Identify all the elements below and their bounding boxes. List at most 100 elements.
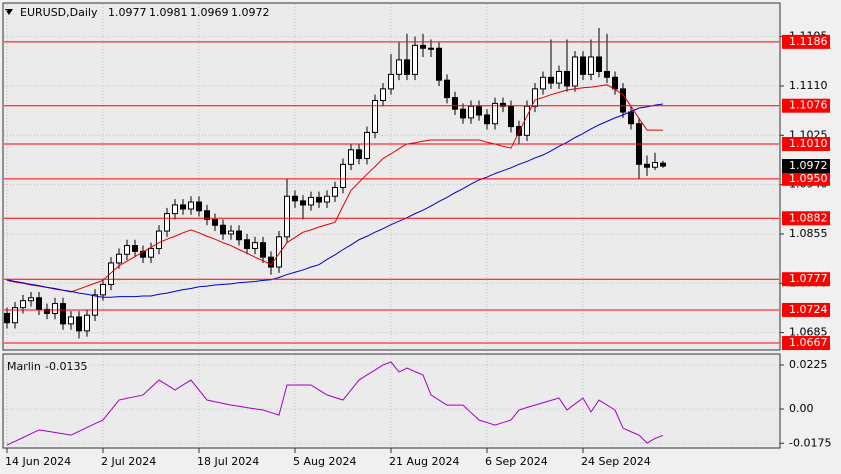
candle-body	[404, 59, 410, 75]
x-tick-label: 24 Sep 2024	[581, 455, 651, 468]
candle-body	[260, 242, 266, 258]
candle-body	[308, 196, 314, 206]
candle-body	[556, 70, 562, 84]
candle-body	[652, 162, 658, 168]
x-tick-label: 21 Aug 2024	[389, 455, 459, 468]
level-label-box	[782, 211, 830, 226]
candle-body	[212, 218, 218, 226]
candle-body	[252, 242, 258, 249]
candle-body	[116, 253, 122, 264]
candle-body	[76, 316, 82, 332]
x-tick-label: 6 Sep 2024	[485, 455, 548, 468]
y-tick-label: 1.1110	[789, 79, 828, 92]
moving-average	[6, 103, 664, 298]
candle-body	[644, 163, 650, 168]
candle-body	[324, 195, 330, 203]
current-price-label: 1.0972	[789, 159, 828, 172]
candle-body	[316, 196, 322, 203]
x-tick-label: 18 Jul 2024	[197, 455, 259, 468]
candle-body	[44, 308, 50, 314]
candle-body	[140, 250, 146, 258]
y-tick-label: -0.0175	[789, 436, 831, 449]
candle-body	[548, 76, 554, 84]
candle-body	[540, 76, 546, 90]
candle-body	[388, 73, 394, 90]
candle-body	[12, 307, 18, 324]
candle-body	[92, 294, 98, 316]
candle-body	[412, 44, 418, 75]
level-label: 1.1186	[789, 35, 828, 48]
x-tick-label: 14 Jun 2024	[5, 455, 71, 468]
candle-body	[452, 97, 458, 110]
candle-body	[172, 204, 178, 215]
candle-body	[500, 102, 506, 107]
candle-body	[604, 70, 610, 78]
level-label: 1.1076	[789, 99, 828, 112]
candle-body	[332, 187, 338, 197]
candle-body	[484, 114, 490, 125]
candle-body	[124, 245, 130, 255]
header-high: 1.0981	[149, 6, 188, 19]
candle-body	[468, 105, 474, 119]
candle-body	[492, 102, 498, 125]
level-label: 1.0724	[789, 303, 828, 316]
x-tick-label: 2 Jul 2024	[101, 455, 156, 468]
level-label: 1.0777	[789, 272, 828, 285]
level-label-box	[782, 98, 830, 113]
candle-body	[284, 195, 290, 238]
candle-body	[204, 210, 210, 220]
candle-body	[60, 303, 66, 325]
candle-body	[356, 149, 362, 160]
candle-body	[36, 297, 42, 310]
candle-body	[156, 230, 162, 249]
level-label-box	[782, 302, 830, 317]
candle-body	[564, 70, 570, 87]
candle-body	[588, 56, 594, 75]
candle-body	[188, 201, 194, 210]
candle-body	[660, 162, 666, 167]
candle-body	[68, 316, 74, 325]
candle-body	[420, 44, 426, 49]
candle-body	[428, 47, 434, 50]
header-low: 1.0969	[190, 6, 229, 19]
candle-body	[444, 79, 450, 99]
candle-body	[596, 56, 602, 72]
level-label-box	[782, 336, 830, 351]
candle-body	[228, 230, 234, 235]
candle-body	[372, 99, 378, 133]
y-tick-label: 1.0685	[789, 326, 828, 339]
level-label: 1.0882	[789, 211, 828, 224]
y-tick-label: 1.0855	[789, 227, 828, 240]
header-close: 1.0972	[231, 6, 270, 19]
header-open: 1.0977	[108, 6, 147, 19]
candle-body	[132, 245, 138, 252]
candle-body	[508, 105, 514, 128]
level-label-box	[782, 34, 830, 49]
candle-body	[436, 47, 442, 81]
candle-body	[108, 262, 114, 285]
candle-body	[340, 163, 346, 189]
candle-body	[612, 76, 618, 90]
level-label-box	[782, 171, 830, 186]
candle-body	[236, 230, 242, 241]
candle-body	[244, 239, 250, 249]
candle-body	[620, 88, 626, 113]
level-label: 1.0667	[789, 336, 828, 349]
candle-body	[460, 108, 466, 119]
candle-body	[572, 56, 578, 87]
candle-body	[4, 312, 10, 324]
candle-body	[380, 88, 386, 101]
indicator-line	[6, 361, 664, 446]
candle-body	[364, 131, 370, 160]
moving-average	[6, 84, 663, 293]
candle-body	[628, 111, 634, 125]
level-label: 1.1010	[789, 137, 828, 150]
candle-body	[164, 213, 170, 232]
candle-body	[348, 149, 354, 165]
candle-body	[220, 224, 226, 235]
current-price-box	[782, 159, 830, 174]
candle-body	[148, 247, 154, 258]
candle-body	[28, 297, 34, 302]
candle-body	[292, 195, 298, 202]
